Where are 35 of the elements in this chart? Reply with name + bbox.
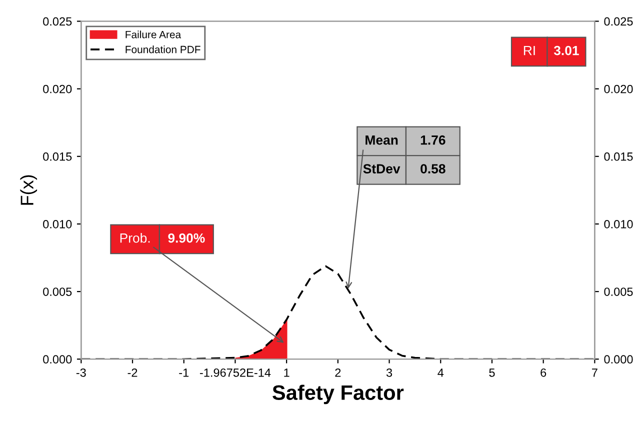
annotation: Prob. [120,233,150,243]
y2-tick-label: 0.005 [604,288,633,296]
x-tick-label: -1 [179,368,189,377]
y-tick-label: 0.000 [43,355,72,364]
annotation: 1.76 [420,135,446,145]
annotation: StDev [363,164,400,174]
x-tick-label: -1.96752E-14 [200,368,271,377]
x-tick-label: 4 [438,368,444,377]
x-tick-label: -3 [76,368,86,377]
y2-tick-label: 0.020 [604,84,633,94]
annotation: Mean [366,136,398,145]
y2-tick-label: 0.010 [604,220,633,228]
annotation: RI [524,46,535,56]
legend-label: Failure Area [126,30,182,38]
y-axis-title: F(x) [20,175,38,205]
y-tick-label: 0.010 [43,220,72,228]
x-tick-label: 7 [592,368,598,377]
x-tick-label: 6 [540,368,546,377]
y-tick-label: 0.005 [43,288,72,296]
y-tick-label: 0.015 [43,152,72,161]
x-axis-title: Safety Factor [272,384,404,404]
y2-tick-label: 0.015 [604,152,633,161]
x-tick-label: 1 [284,368,290,377]
y2-tick-label: 0.025 [604,17,633,26]
x-tick-label: 3 [386,368,392,377]
annotation: 3.01 [554,46,579,56]
y2-tick-label: 0.000 [604,355,633,364]
annotation: 0.58 [420,164,446,174]
y-tick-label: 0.025 [43,17,72,26]
x-tick-label: 2 [335,368,341,377]
legend-label: Foundation PDF [126,46,200,54]
x-tick-label: 5 [489,368,495,377]
x-tick-label: -2 [128,368,138,377]
y-tick-label: 0.020 [43,84,72,94]
annotation: 9.90% [168,233,205,243]
